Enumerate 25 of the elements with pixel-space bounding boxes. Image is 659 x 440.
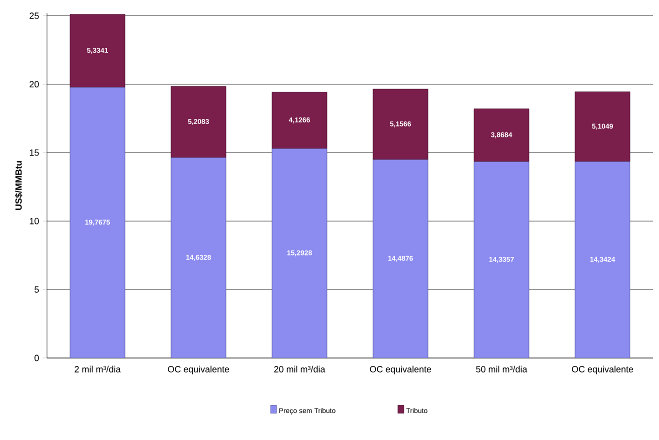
bar [574, 92, 630, 162]
bar [170, 86, 226, 158]
x-tick-label: OC equivalente [370, 366, 432, 374]
x-tick-label: 50 mil m³/dia [476, 366, 528, 372]
x-tick-label: 20 mil m³/dia [274, 366, 326, 372]
bar [272, 92, 328, 149]
bar [170, 157, 226, 358]
bar [574, 161, 630, 358]
bar [372, 159, 428, 358]
y-tick-label: 0 [34, 354, 39, 362]
x-tick-label: OC equivalente [572, 366, 634, 374]
bar [474, 162, 530, 358]
bar [70, 87, 126, 358]
bar [272, 148, 328, 358]
y-tick-label: 25 [30, 12, 39, 19]
bar [474, 108, 530, 162]
x-tick-label: OC equivalente [168, 366, 230, 374]
y-tick-label: 10 [30, 218, 39, 224]
x-tick-label: 2 mil m³/dia [74, 366, 121, 372]
y-tick-label: 15 [30, 150, 39, 156]
bar [70, 14, 126, 88]
bar [372, 88, 428, 160]
y-axis-title: US$/MMBtu [14, 161, 22, 210]
y-tick-label: 20 [30, 81, 39, 88]
y-tick-label: 5 [34, 286, 39, 293]
